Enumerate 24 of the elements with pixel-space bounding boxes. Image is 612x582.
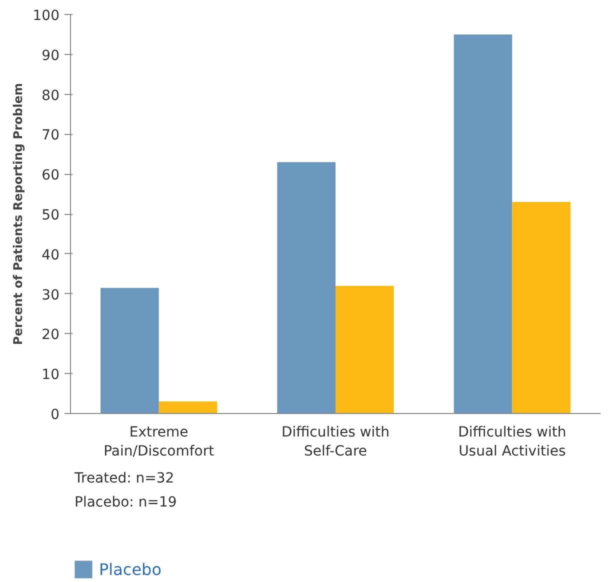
- bar: [100, 288, 159, 414]
- y-tick-label: 10: [42, 367, 60, 384]
- text: Placebo: n=19: [74, 494, 177, 510]
- bar: [454, 34, 512, 414]
- bar: [336, 286, 394, 414]
- y-tick-label: 80: [42, 88, 60, 104]
- text: Treated: n=32: [74, 470, 174, 486]
- x-tick-label: Difficulties with Usual Activities: [458, 424, 566, 460]
- bar: [277, 162, 336, 414]
- y-tick-label: 100: [32, 8, 60, 24]
- y-tick-label: 50: [42, 208, 60, 224]
- legend-label: Placebo: [99, 560, 162, 578]
- y-axis-title: Percent of Patients Reporting Problem: [10, 83, 25, 345]
- y-tick-label: 70: [42, 128, 60, 144]
- x-tick-label: Difficulties with Self-Care: [281, 424, 390, 460]
- y-tick-label: 20: [42, 327, 60, 344]
- y-tick-label: 90: [42, 48, 60, 64]
- y-tick-label: 40: [42, 247, 60, 264]
- y-tick-label: 30: [42, 287, 60, 304]
- bar: [158, 402, 218, 414]
- bar: [512, 202, 570, 414]
- y-tick-label: 0: [50, 407, 60, 423]
- x-tick-label: Extreme Pain/Discomfort: [104, 424, 215, 460]
- y-tick-label: 60: [42, 168, 60, 184]
